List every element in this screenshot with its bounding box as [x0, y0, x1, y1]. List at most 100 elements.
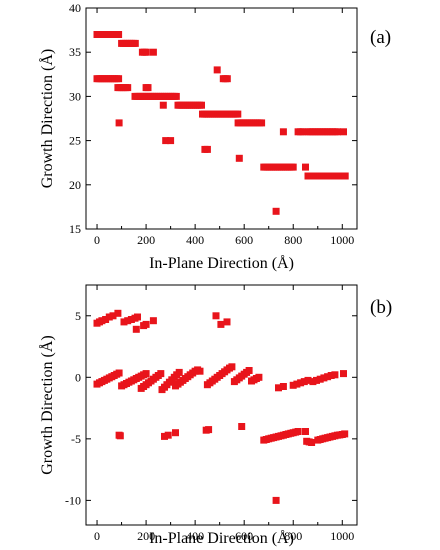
panel-a-x-tick-label: 0 — [94, 233, 100, 247]
panel-b-data-point — [109, 312, 117, 320]
panel-b-data-point — [161, 432, 168, 440]
panel-b-x-axis-title: In-Plane Direction (Å) — [149, 529, 294, 547]
panel-b-data-point — [245, 367, 253, 374]
panel-b-data-point — [196, 367, 204, 375]
panel-a-data-point — [289, 163, 297, 171]
panel-a-data-point — [149, 48, 157, 56]
panel-b-data-point — [308, 439, 316, 446]
panel-b-data-point — [105, 313, 113, 321]
panel-b-data-point — [116, 432, 124, 440]
panel-b-data-point — [223, 318, 231, 326]
panel-b-data-point — [149, 317, 157, 325]
panel-b-data-point — [98, 317, 106, 325]
panel-a-y-tick-label: 25 — [69, 134, 81, 148]
panel-a-data-point — [341, 172, 349, 180]
panel-b-data-point — [172, 429, 179, 437]
panel-b-x-tick-label: 0 — [94, 529, 100, 543]
panel-b-data-point — [320, 374, 328, 382]
panel-b-data-point — [304, 376, 312, 384]
panel-a-x-axis-title: In-Plane Direction (Å) — [149, 254, 294, 272]
panel-b-data-point — [340, 370, 347, 378]
panel-b-data-point — [272, 496, 280, 504]
panel-a-data-point — [302, 163, 309, 171]
panel-b-data-point — [341, 430, 349, 438]
panel-b-data-point — [115, 369, 123, 377]
panel-b-y-axis-title: Growth Direction (Å) — [38, 335, 56, 475]
panel-b-data-point — [114, 309, 122, 317]
panel-b-y-tick-label: -10 — [65, 493, 81, 507]
panel-a-chart: 0 200 400 600 800 1000 15 20 25 30 35 40 (a) In-Pl… — [38, 1, 391, 272]
panel-b-data-point — [132, 325, 140, 333]
panel-b-data-point — [205, 426, 213, 434]
panel-b-data-point — [324, 373, 332, 381]
panel-b-x-tick-label: 400 — [186, 529, 204, 543]
panel-b-x-tick-label: 800 — [284, 529, 302, 543]
panel-b-data-point — [102, 316, 110, 323]
panel-a-data-point — [167, 137, 175, 145]
panel-a-data-point — [142, 48, 150, 56]
panel-b-data-point — [124, 317, 132, 325]
panel-a-data-point — [115, 31, 123, 38]
panel-b-data-point — [294, 428, 302, 435]
panel-a-data-point — [223, 75, 231, 83]
panel-b-x-tick-label: 600 — [235, 529, 253, 543]
panel-b-data-point — [302, 428, 309, 435]
panel-b-x-tick-label: 200 — [137, 529, 155, 543]
panel-a-data-point — [340, 128, 347, 136]
panel-a-data-point — [272, 207, 280, 215]
panel-a-label: (a) — [370, 27, 391, 48]
panel-a-x-tick-label: 600 — [235, 233, 253, 247]
panel-a-x-axis: 0 200 400 600 800 1000 — [94, 8, 354, 247]
panel-a-data-point — [162, 137, 170, 145]
panel-b-data-point — [157, 370, 165, 378]
panel-b-data-point — [255, 373, 263, 381]
panel-b-data-point — [297, 379, 305, 387]
panel-a-data-point — [172, 92, 180, 100]
panel-b-data-point — [212, 312, 220, 320]
panel-a-data-point — [131, 39, 139, 47]
panel-b-data-point — [309, 378, 317, 386]
panel-a-plot-frame — [85, 7, 358, 230]
panel-b-data-point — [300, 378, 308, 386]
panel-a-data-point — [234, 110, 242, 118]
panel-a-data-point — [299, 128, 307, 136]
panel-b-y-tick-label: -5 — [71, 432, 81, 446]
panel-a-x-tick-label: 800 — [284, 233, 302, 247]
panel-a-data-point — [124, 84, 132, 92]
panel-b-data-point — [228, 363, 236, 371]
panel-a-y-tick-label: 20 — [69, 178, 81, 192]
panel-a-y-tick-label: 15 — [69, 222, 81, 236]
panel-a-y-tick-label: 40 — [69, 1, 81, 15]
panel-b-data-point — [316, 375, 324, 383]
panel-b-data-point — [142, 370, 150, 378]
panel-a-data-point — [198, 101, 205, 109]
panel-b-data-point — [164, 431, 172, 439]
panel-b-data-point — [331, 371, 339, 379]
panel-b-data-point — [289, 381, 297, 389]
panel-a-y-axis: 15 20 25 30 35 40 — [69, 1, 357, 236]
panel-b-y-axis: -10 -5 0 5 — [65, 309, 357, 507]
panel-b-data-point — [313, 376, 320, 384]
panel-b-data-point — [142, 320, 150, 328]
panel-b-data-point — [275, 384, 282, 392]
panel-a-data-point — [213, 66, 221, 74]
panel-b-y-tick-label: 0 — [75, 370, 81, 384]
panel-a-data-point — [279, 128, 287, 136]
panel-b-data-point — [134, 313, 141, 321]
panel-b-data-point — [217, 320, 225, 328]
panel-a-data-point — [115, 119, 123, 127]
panel-b-data-points — [93, 309, 349, 504]
panel-a-y-axis-title: Growth Direction (Å) — [38, 49, 56, 189]
panel-a-x-tick-label: 1000 — [330, 233, 354, 247]
panel-b-data-point — [175, 368, 183, 376]
panel-b-chart: 0 200 400 600 800 1000 -10 -5 0 5 (b) In-Plane D… — [38, 284, 392, 547]
panel-a-data-point — [115, 75, 123, 83]
panel-a-data-point — [159, 101, 167, 109]
panel-a-data-points — [93, 31, 349, 215]
panel-b-data-point — [327, 372, 335, 379]
panel-b-data-point — [293, 380, 301, 388]
panel-b-plot-frame — [85, 284, 358, 526]
panel-a-y-tick-label: 35 — [69, 45, 81, 59]
panel-b-x-tick-label: 1000 — [330, 529, 354, 543]
